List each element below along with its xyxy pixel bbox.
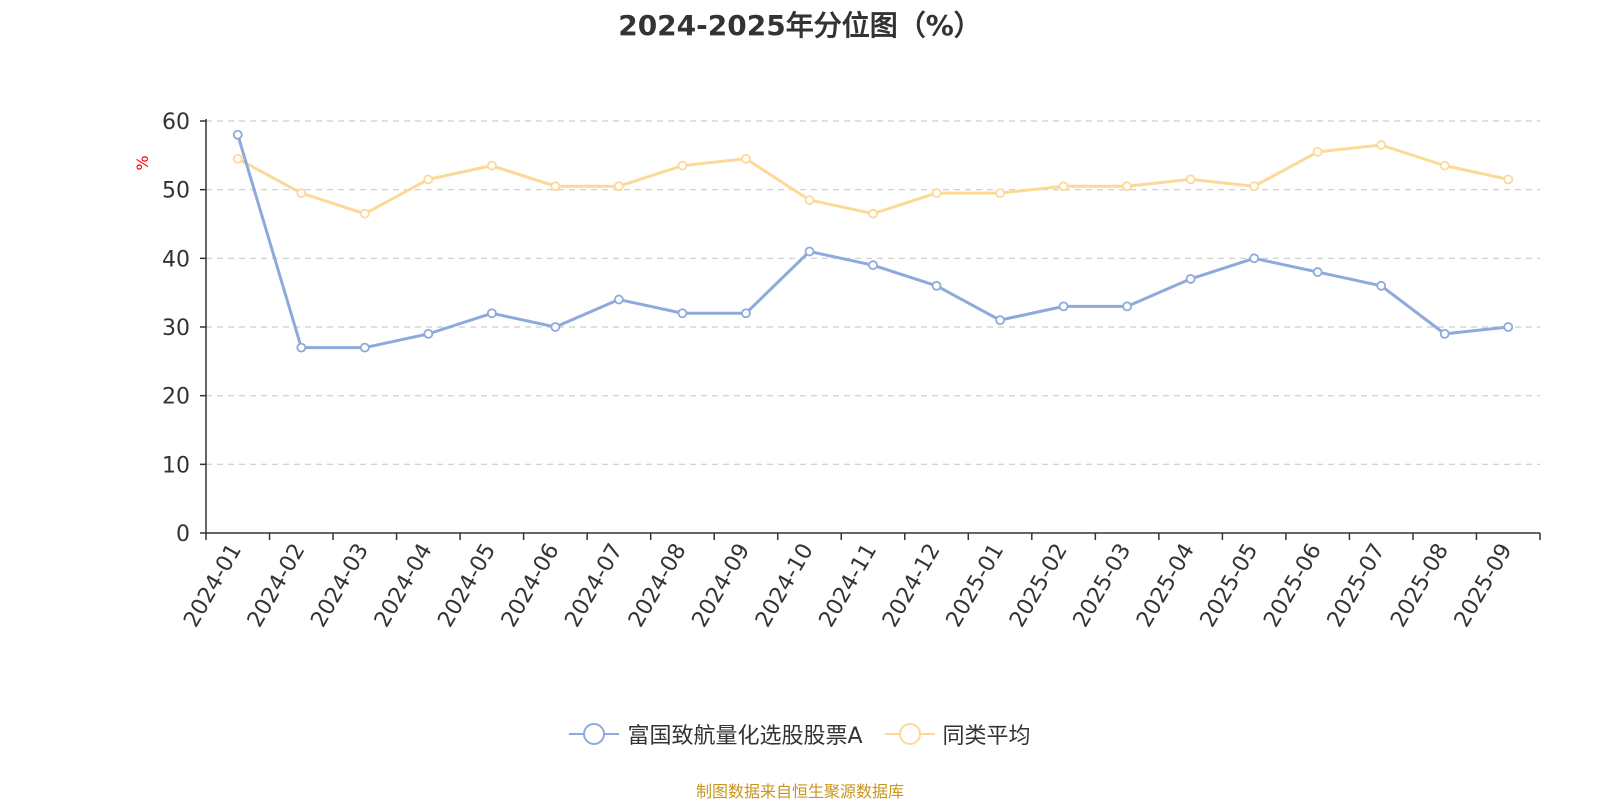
- y-tick-label: 60: [162, 110, 190, 135]
- data-point-series-1: [486, 308, 497, 319]
- y-tick-label: 50: [162, 179, 190, 204]
- legend-label-series-1: 富国致航量化选股股票A: [627, 724, 863, 749]
- x-tick-label: 2025-08: [1386, 540, 1454, 632]
- data-point-series-1: [423, 328, 434, 339]
- x-tick-label: 2025-01: [942, 540, 1010, 632]
- data-point-series-2: [995, 188, 1005, 199]
- data-point-series-1: [677, 308, 688, 319]
- data-point-series-2: [1503, 174, 1514, 185]
- data-point-series-2: [1249, 181, 1260, 192]
- y-axis-label: %: [133, 155, 152, 170]
- data-point-series-1: [296, 342, 307, 353]
- x-tick-label: 2024-06: [497, 540, 565, 632]
- x-tick-label: 2025-05: [1196, 540, 1264, 632]
- data-point-series-2: [486, 160, 497, 171]
- data-point-series-2: [1122, 181, 1132, 192]
- x-tick-label: 2025-04: [1132, 540, 1200, 632]
- x-tick-label: 2024-07: [560, 540, 628, 632]
- x-tick-label: 2025-03: [1069, 540, 1137, 632]
- chart-title: 2024-2025年分位图（%）: [618, 9, 982, 42]
- x-tick-label: 2024-02: [243, 540, 311, 632]
- x-tick-label: 2024-05: [433, 540, 501, 632]
- axis-labels: 01020304050602024-012024-022024-032024-0…: [133, 110, 1517, 632]
- data-point-series-1: [741, 308, 751, 319]
- x-tick-label: 2024-12: [878, 540, 946, 632]
- data-point-series-1: [1439, 328, 1450, 339]
- y-tick-label: 0: [176, 522, 190, 547]
- data-point-series-1: [868, 260, 878, 271]
- x-tick-label: 2024-08: [624, 540, 692, 632]
- y-tick-label: 40: [162, 247, 190, 272]
- legend-item-series-2[interactable]: 同类平均: [884, 718, 1031, 750]
- data-point-series-2: [804, 195, 815, 205]
- data-point-series-2: [1439, 160, 1450, 171]
- data-point-series-1: [1376, 280, 1387, 291]
- data-point-series-2: [868, 208, 878, 219]
- x-tick-label: 2025-09: [1450, 540, 1518, 632]
- x-tick-label: 2024-01: [179, 540, 247, 632]
- x-tick-label: 2024-10: [751, 540, 819, 632]
- grid-lines: [206, 120, 1540, 465]
- data-point-series-2: [1312, 146, 1323, 157]
- data-point-series-1: [1503, 322, 1514, 332]
- data-point-series-1: [1185, 274, 1196, 284]
- data-point-series-1: [359, 342, 370, 353]
- data-point-series-1: [1058, 301, 1069, 312]
- data-point-series-2: [232, 153, 243, 164]
- data-point-series-1: [1249, 253, 1260, 264]
- series-lines: [232, 129, 1514, 353]
- data-point-series-1: [931, 280, 942, 291]
- data-point-series-1: [1312, 267, 1323, 277]
- data-point-series-1: [232, 129, 243, 140]
- legend-item-series-1[interactable]: 富国致航量化选股股票A: [569, 718, 863, 750]
- data-point-series-2: [423, 174, 434, 185]
- x-tick-label: 2024-04: [370, 540, 438, 632]
- legend-line-circle-icon: [884, 723, 935, 745]
- x-tick-label: 2025-06: [1259, 540, 1327, 632]
- data-point-series-2: [614, 181, 624, 192]
- y-tick-label: 10: [162, 453, 190, 478]
- data-point-series-2: [359, 208, 370, 219]
- data-point-series-2: [677, 160, 688, 171]
- data-point-series-1: [995, 315, 1005, 326]
- series-line-1: [236, 134, 1509, 350]
- x-tick-label: 2024-11: [815, 540, 883, 632]
- data-point-series-2: [1058, 181, 1069, 192]
- legend: 富国致航量化选股股票A 同类平均: [0, 718, 1600, 750]
- data-point-series-1: [1122, 301, 1132, 312]
- data-point-series-2: [1185, 174, 1196, 185]
- axes: [200, 119, 1541, 540]
- data-point-series-2: [1376, 140, 1387, 150]
- data-point-series-2: [931, 188, 942, 199]
- data-point-series-2: [296, 188, 307, 199]
- x-tick-label: 2024-09: [688, 540, 756, 632]
- data-point-series-1: [614, 294, 624, 305]
- data-point-series-1: [804, 246, 815, 257]
- x-tick-label: 2025-07: [1323, 540, 1391, 632]
- data-point-series-1: [550, 322, 561, 332]
- source-note: 制图数据来自恒生聚源数据库: [695, 782, 904, 801]
- y-tick-label: 30: [162, 316, 190, 341]
- y-tick-label: 20: [162, 385, 190, 410]
- legend-label-series-2: 同类平均: [942, 724, 1031, 749]
- x-tick-label: 2024-03: [306, 540, 374, 632]
- data-point-series-2: [550, 181, 561, 192]
- legend-line-circle-icon: [569, 723, 620, 745]
- data-point-series-2: [741, 153, 751, 164]
- x-tick-label: 2025-02: [1005, 540, 1073, 632]
